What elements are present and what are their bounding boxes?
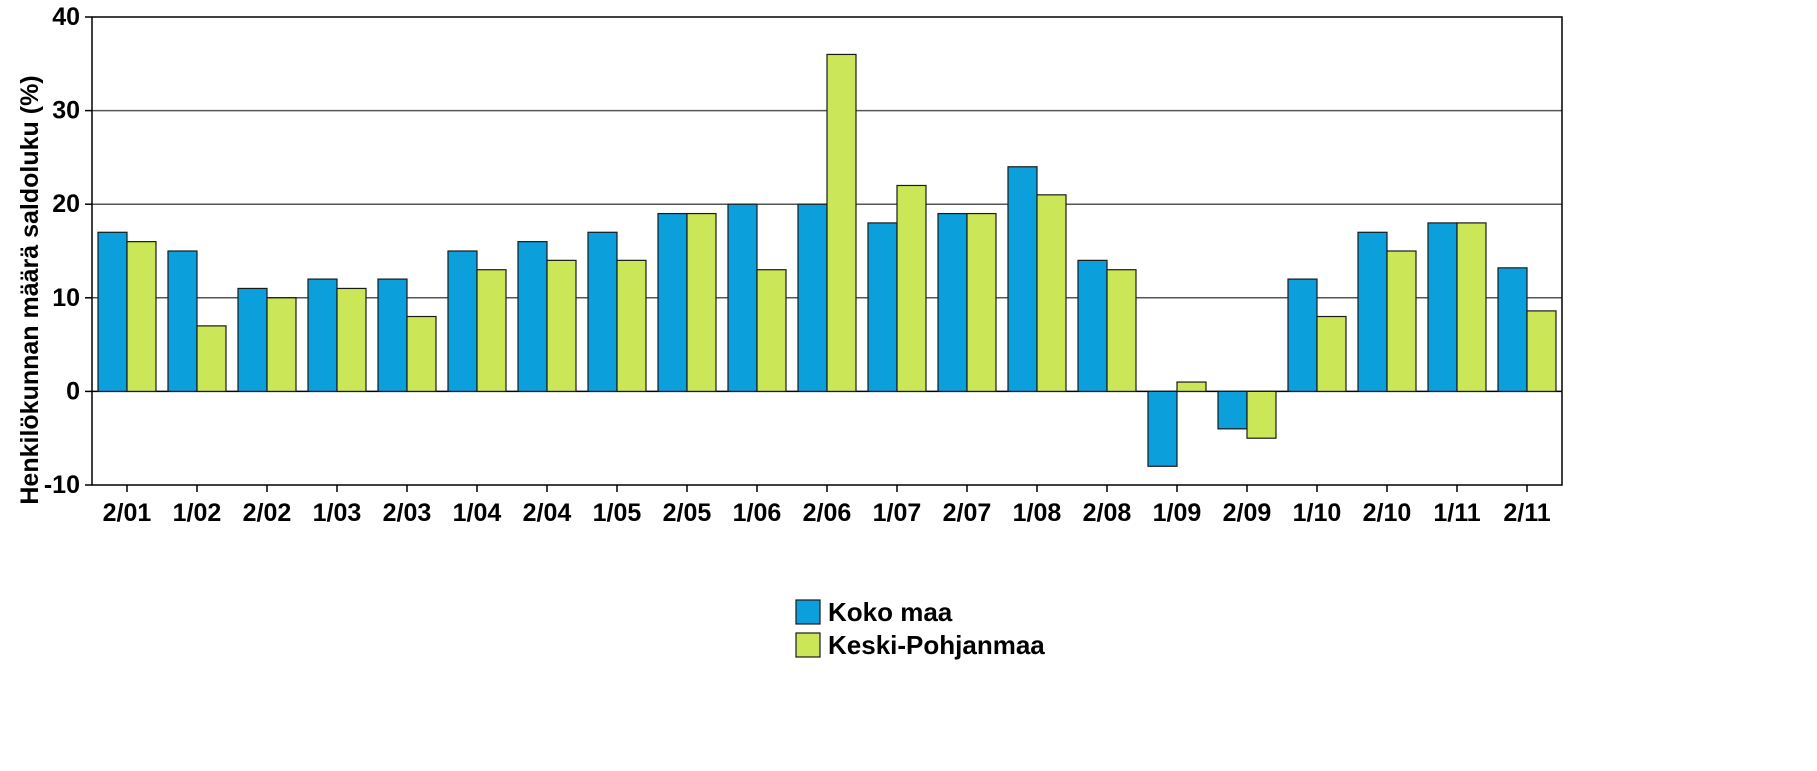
bar-koko-maa-1-02 <box>167 250 198 392</box>
bar-koko-maa-2-03 <box>377 278 408 392</box>
bar-keski-pohjanmaa-2-10 <box>1386 250 1417 392</box>
bar-koko-maa-1-07 <box>867 222 898 392</box>
x-tick-label: 1/06 <box>733 499 782 527</box>
bar-keski-pohjanmaa-2-06 <box>826 53 857 392</box>
bar-koko-maa-2-02 <box>237 287 268 393</box>
x-tick-label: 1/10 <box>1293 499 1342 527</box>
bar-keski-pohjanmaa-1-10 <box>1316 315 1347 392</box>
y-tick-label: -10 <box>44 471 80 499</box>
x-tick-label: 1/07 <box>873 499 922 527</box>
x-tick-label: 1/09 <box>1153 499 1202 527</box>
bar-koko-maa-2-09 <box>1217 390 1248 430</box>
legend-swatch-koko-maa <box>795 599 821 625</box>
x-axis: 2/01 1/02 2/02 1/03 2/03 1/04 2/04 1/05 2/05 1/06… <box>103 485 1551 527</box>
bars <box>97 53 1557 467</box>
bar-koko-maa-2-05 <box>657 212 688 392</box>
bar-keski-pohjanmaa-2-02 <box>266 297 297 392</box>
bar-koko-maa-2-10 <box>1357 231 1388 392</box>
y-tick-label: 40 <box>52 3 80 31</box>
y-tick-label: 0 <box>66 377 80 405</box>
bar-koko-maa-1-04 <box>447 250 478 392</box>
x-tick-label: 1/02 <box>173 499 222 527</box>
bar-keski-pohjanmaa-1-11 <box>1456 222 1487 392</box>
bar-keski-pohjanmaa-2-05 <box>686 212 717 392</box>
bar-keski-pohjanmaa-2-01 <box>126 241 157 392</box>
x-tick-label: 1/08 <box>1013 499 1062 527</box>
bar-keski-pohjanmaa-1-08 <box>1036 194 1067 392</box>
y-axis-title: Henkilökunnan määrä saldoluku (%) <box>16 75 44 504</box>
bar-koko-maa-1-08 <box>1007 166 1038 392</box>
bar-keski-pohjanmaa-1-09 <box>1176 381 1207 393</box>
x-tick-label: 2/09 <box>1223 499 1272 527</box>
bar-keski-pohjanmaa-1-04 <box>476 269 507 393</box>
bar-koko-maa-1-05 <box>587 231 618 392</box>
x-tick-label: 2/07 <box>943 499 992 527</box>
x-tick-label: 2/08 <box>1083 499 1132 527</box>
legend-label-keski-pohjanmaa: Keski-Pohjanmaa <box>828 630 1045 660</box>
bar-keski-pohjanmaa-2-07 <box>966 212 997 392</box>
x-tick-label: 2/02 <box>243 499 292 527</box>
bar-koko-maa-1-11 <box>1427 222 1458 392</box>
bar-koko-maa-2-11 <box>1497 267 1528 392</box>
x-tick-label: 1/05 <box>593 499 642 527</box>
bar-keski-pohjanmaa-1-06 <box>756 269 787 393</box>
y-axis: -10 0 10 20 30 40 <box>44 3 92 499</box>
bar-koko-maa-2-06 <box>797 203 828 392</box>
bar-koko-maa-2-01 <box>97 231 128 392</box>
y-tick-label: 30 <box>52 97 80 125</box>
bar-koko-maa-2-04 <box>517 241 548 392</box>
legend-swatch-keski-pohjanmaa <box>795 632 821 658</box>
bar-keski-pohjanmaa-1-05 <box>616 259 647 392</box>
bar-koko-maa-2-08 <box>1077 259 1108 392</box>
bar-keski-pohjanmaa-2-03 <box>406 315 437 392</box>
x-tick-label: 1/11 <box>1433 499 1480 527</box>
x-tick-label: 2/03 <box>383 499 432 527</box>
bar-keski-pohjanmaa-2-11 <box>1526 310 1557 392</box>
bar-keski-pohjanmaa-2-04 <box>546 259 577 392</box>
bar-koko-maa-1-03 <box>307 278 338 392</box>
bar-koko-maa-1-06 <box>727 203 758 392</box>
bar-keski-pohjanmaa-1-07 <box>896 184 927 392</box>
bar-keski-pohjanmaa-2-09 <box>1246 390 1277 439</box>
bar-koko-maa-1-10 <box>1287 278 1318 392</box>
x-tick-label: 1/04 <box>453 499 502 527</box>
y-tick-label: 10 <box>52 284 80 312</box>
x-tick-label: 2/10 <box>1363 499 1412 527</box>
bar-keski-pohjanmaa-2-08 <box>1106 269 1137 393</box>
x-tick-label: 2/01 <box>103 499 152 527</box>
bar-keski-pohjanmaa-1-03 <box>336 287 367 393</box>
bar-keski-pohjanmaa-1-02 <box>196 325 227 393</box>
x-tick-label: 1/03 <box>313 499 362 527</box>
x-tick-label: 2/04 <box>523 499 572 527</box>
bar-koko-maa-1-09 <box>1147 390 1178 467</box>
legend-label-koko-maa: Koko maa <box>828 597 953 627</box>
bar-koko-maa-2-07 <box>937 212 968 392</box>
y-tick-label: 20 <box>52 190 80 218</box>
x-tick-label: 2/05 <box>663 499 712 527</box>
x-tick-label: 2/06 <box>803 499 852 527</box>
x-tick-label: 2/11 <box>1503 499 1550 527</box>
